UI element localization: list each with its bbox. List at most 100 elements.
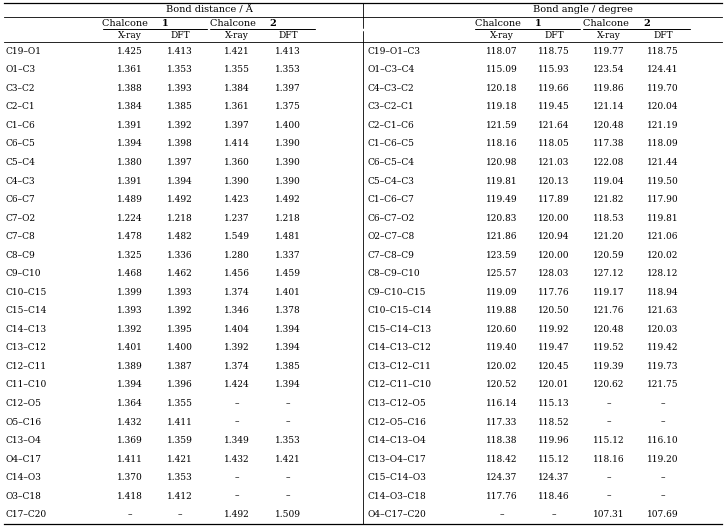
Text: 1.456: 1.456 xyxy=(224,269,250,278)
Text: 1.384: 1.384 xyxy=(117,103,143,112)
Text: 1.360: 1.360 xyxy=(224,158,250,167)
Text: 1.400: 1.400 xyxy=(275,121,301,130)
Text: 124.41: 124.41 xyxy=(648,65,679,74)
Text: C13–O4–C17: C13–O4–C17 xyxy=(368,454,427,463)
Text: 119.73: 119.73 xyxy=(648,362,679,371)
Text: 1.404: 1.404 xyxy=(224,325,250,334)
Text: C6–C5: C6–C5 xyxy=(6,139,36,148)
Text: 1.349: 1.349 xyxy=(224,436,250,445)
Text: 119.50: 119.50 xyxy=(647,177,679,186)
Text: –: – xyxy=(286,399,290,408)
Text: 1.390: 1.390 xyxy=(275,158,301,167)
Text: 1.492: 1.492 xyxy=(224,510,250,519)
Text: Bond angle / degree: Bond angle / degree xyxy=(533,5,632,15)
Text: 118.94: 118.94 xyxy=(647,288,679,297)
Text: –: – xyxy=(661,473,665,482)
Text: 1.401: 1.401 xyxy=(275,288,301,297)
Text: 119.81: 119.81 xyxy=(486,177,518,186)
Text: 121.64: 121.64 xyxy=(538,121,570,130)
Text: 119.18: 119.18 xyxy=(486,103,518,112)
Text: 117.38: 117.38 xyxy=(593,139,625,148)
Text: 119.88: 119.88 xyxy=(486,306,518,315)
Text: 120.45: 120.45 xyxy=(538,362,570,371)
Text: 1.378: 1.378 xyxy=(275,306,301,315)
Text: 1.394: 1.394 xyxy=(117,139,143,148)
Text: 1.237: 1.237 xyxy=(224,214,250,222)
Text: O2–C7–C8: O2–C7–C8 xyxy=(368,232,415,241)
Text: 119.40: 119.40 xyxy=(486,343,518,352)
Text: 120.48: 120.48 xyxy=(593,121,625,130)
Text: 1.549: 1.549 xyxy=(224,232,250,241)
Text: 117.90: 117.90 xyxy=(647,195,679,204)
Text: –: – xyxy=(286,473,290,482)
Text: C15–C14: C15–C14 xyxy=(6,306,47,315)
Text: C4–C3: C4–C3 xyxy=(6,177,36,186)
Text: 1.385: 1.385 xyxy=(275,362,301,371)
Text: 119.47: 119.47 xyxy=(538,343,570,352)
Text: X-ray: X-ray xyxy=(597,31,621,40)
Text: 115.93: 115.93 xyxy=(538,65,570,74)
Text: 1.375: 1.375 xyxy=(275,103,301,112)
Text: 1.392: 1.392 xyxy=(117,325,143,334)
Text: C14–C13–O4: C14–C13–O4 xyxy=(368,436,427,445)
Text: C2–C1–C6: C2–C1–C6 xyxy=(368,121,415,130)
Text: 119.49: 119.49 xyxy=(486,195,518,204)
Text: 119.39: 119.39 xyxy=(593,362,625,371)
Text: 119.52: 119.52 xyxy=(593,343,625,352)
Text: C13–C12–C11: C13–C12–C11 xyxy=(368,362,432,371)
Text: 1.492: 1.492 xyxy=(275,195,301,204)
Text: 1.399: 1.399 xyxy=(117,288,143,297)
Text: 119.42: 119.42 xyxy=(648,343,679,352)
Text: 120.83: 120.83 xyxy=(486,214,518,222)
Text: 121.63: 121.63 xyxy=(648,306,679,315)
Text: C14–C13–C12: C14–C13–C12 xyxy=(368,343,432,352)
Text: 1.369: 1.369 xyxy=(117,436,143,445)
Text: 118.75: 118.75 xyxy=(647,47,679,56)
Text: 1.509: 1.509 xyxy=(275,510,301,519)
Text: 1.390: 1.390 xyxy=(275,139,301,148)
Text: –: – xyxy=(661,399,665,408)
Text: 1.459: 1.459 xyxy=(275,269,301,278)
Text: 1.412: 1.412 xyxy=(167,492,193,501)
Text: O4–C17–C20: O4–C17–C20 xyxy=(368,510,427,519)
Text: 118.42: 118.42 xyxy=(486,454,518,463)
Text: 1.390: 1.390 xyxy=(224,177,250,186)
Text: 1.353: 1.353 xyxy=(275,436,301,445)
Text: 121.14: 121.14 xyxy=(593,103,625,112)
Text: 120.98: 120.98 xyxy=(486,158,518,167)
Text: 1.423: 1.423 xyxy=(224,195,250,204)
Text: 125.57: 125.57 xyxy=(486,269,518,278)
Text: 1.411: 1.411 xyxy=(117,454,143,463)
Text: 119.09: 119.09 xyxy=(486,288,518,297)
Text: 121.03: 121.03 xyxy=(538,158,570,167)
Text: –: – xyxy=(661,492,665,501)
Text: C12–O5–C16: C12–O5–C16 xyxy=(368,418,427,427)
Text: 1.353: 1.353 xyxy=(275,65,301,74)
Text: 127.12: 127.12 xyxy=(593,269,624,278)
Text: 1.353: 1.353 xyxy=(167,65,193,74)
Text: 120.00: 120.00 xyxy=(538,251,570,260)
Text: 1.400: 1.400 xyxy=(167,343,193,352)
Text: 1.374: 1.374 xyxy=(224,362,250,371)
Text: 120.52: 120.52 xyxy=(486,380,518,389)
Text: 117.76: 117.76 xyxy=(486,492,518,501)
Text: 120.94: 120.94 xyxy=(538,232,570,241)
Text: 1: 1 xyxy=(535,18,542,27)
Text: 119.81: 119.81 xyxy=(647,214,679,222)
Text: Bond distance / Å: Bond distance / Å xyxy=(166,5,253,15)
Text: C15–C14–O3: C15–C14–O3 xyxy=(368,473,427,482)
Text: C8–C9: C8–C9 xyxy=(6,251,36,260)
Text: 1.421: 1.421 xyxy=(224,47,250,56)
Text: C11–C10: C11–C10 xyxy=(6,380,47,389)
Text: 1.353: 1.353 xyxy=(167,473,193,482)
Text: 1.392: 1.392 xyxy=(167,306,193,315)
Text: 118.38: 118.38 xyxy=(486,436,518,445)
Text: C17–C20: C17–C20 xyxy=(6,510,47,519)
Text: 120.03: 120.03 xyxy=(648,325,679,334)
Text: 115.12: 115.12 xyxy=(593,436,625,445)
Text: 115.09: 115.09 xyxy=(486,65,518,74)
Text: 128.03: 128.03 xyxy=(538,269,570,278)
Text: 1.393: 1.393 xyxy=(117,306,143,315)
Text: 107.69: 107.69 xyxy=(647,510,679,519)
Text: C3–C2: C3–C2 xyxy=(6,84,36,93)
